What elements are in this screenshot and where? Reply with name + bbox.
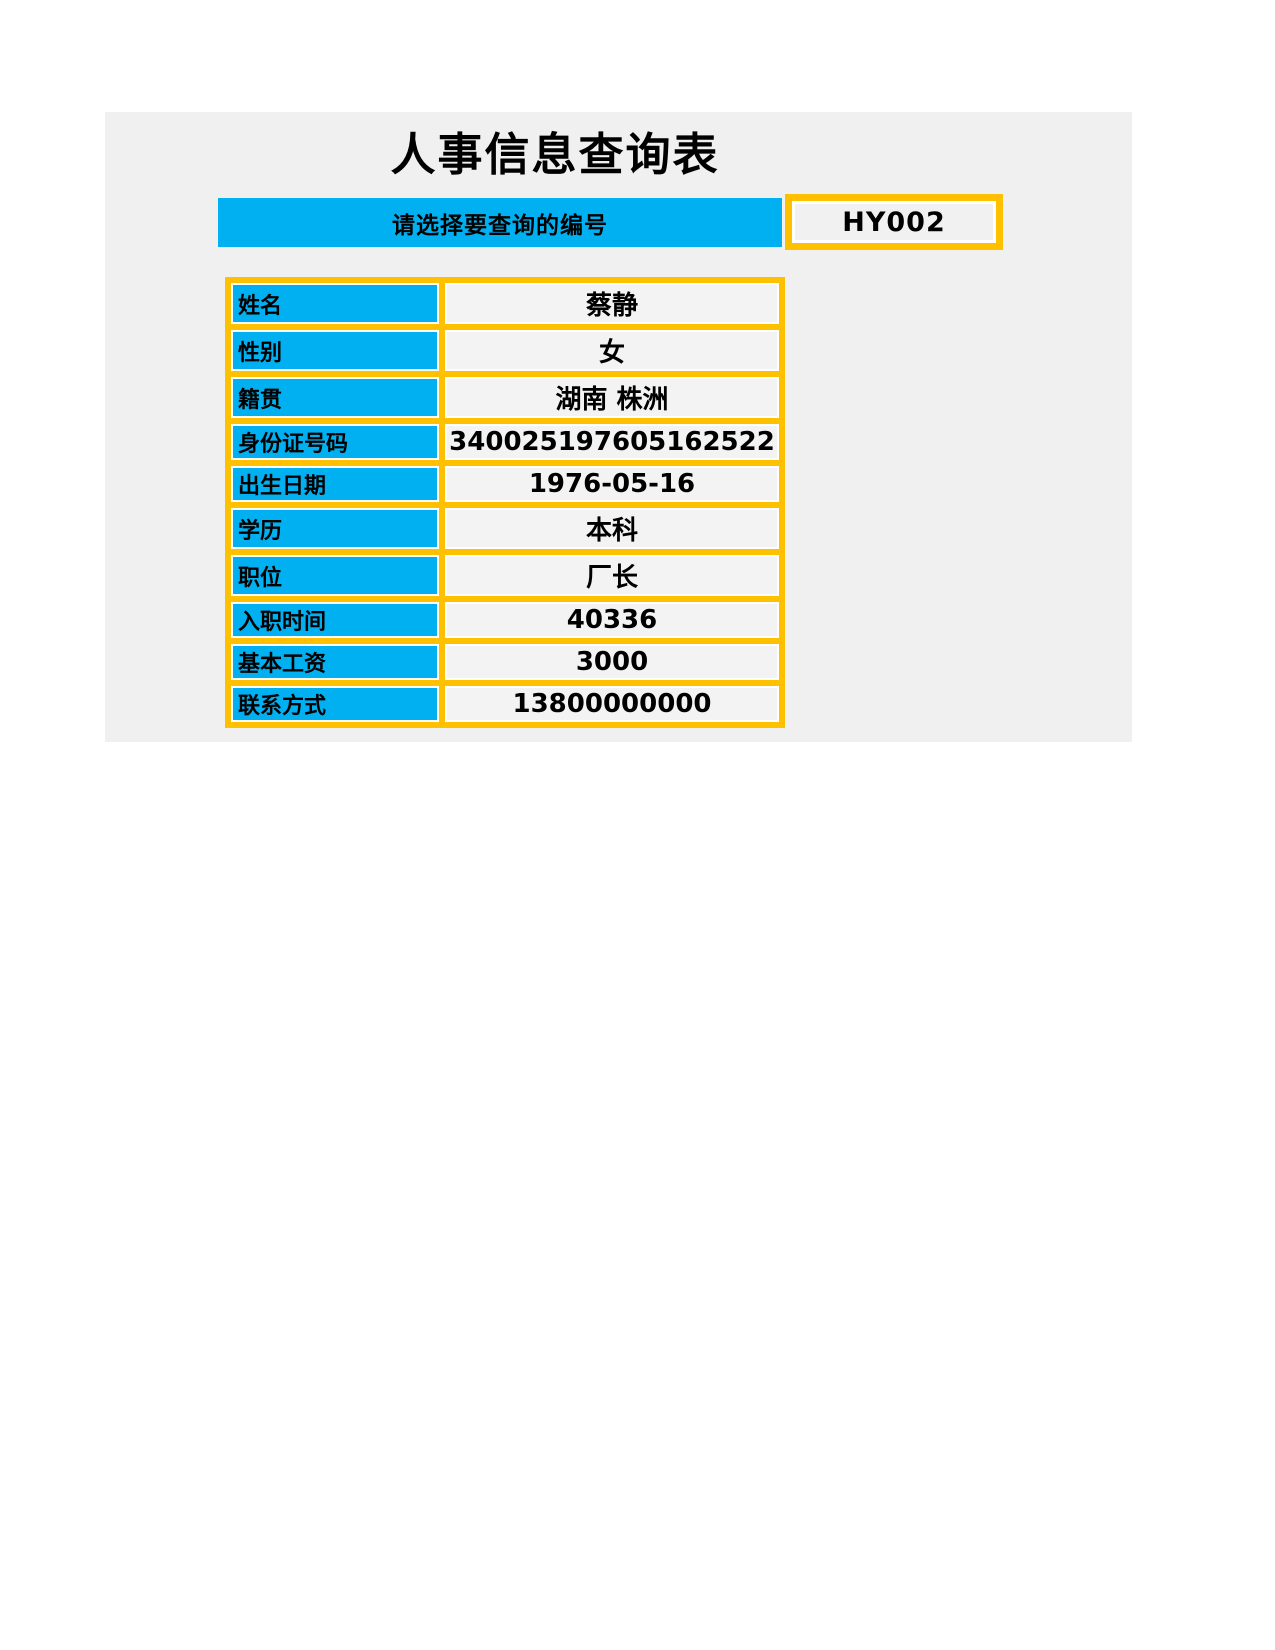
field-label-cell: 入职时间 — [231, 602, 439, 638]
field-value-cell: 340025197605162522 — [445, 424, 779, 460]
field-value-cell: 本科 — [445, 508, 779, 549]
table-row: 基本工资 3000 — [231, 644, 779, 680]
table-row: 身份证号码 340025197605162522 — [231, 424, 779, 460]
field-label-cell: 学历 — [231, 508, 439, 549]
table-row: 出生日期 1976-05-16 — [231, 466, 779, 502]
content-panel: 人事信息查询表 请选择要查询的编号 HY002 姓名 蔡静 性别 女 籍贯 湖南… — [105, 112, 1132, 742]
field-value-cell: 湖南 株洲 — [445, 377, 779, 418]
table-row: 籍贯 湖南 株洲 — [231, 377, 779, 418]
field-value-cell: 3000 — [445, 644, 779, 680]
field-value-cell: 女 — [445, 330, 779, 371]
field-label-cell: 籍贯 — [231, 377, 439, 418]
field-label-cell: 出生日期 — [231, 466, 439, 502]
field-value-cell: 厂长 — [445, 555, 779, 596]
field-value-cell: 40336 — [445, 602, 779, 638]
field-value-cell: 蔡静 — [445, 283, 779, 324]
field-label-cell: 性别 — [231, 330, 439, 371]
field-label-cell: 姓名 — [231, 283, 439, 324]
table-row: 入职时间 40336 — [231, 602, 779, 638]
field-label-cell: 身份证号码 — [231, 424, 439, 460]
table-row: 职位 厂长 — [231, 555, 779, 596]
info-table-body: 姓名 蔡静 性别 女 籍贯 湖南 株洲 身份证号码 34002519760516… — [231, 283, 779, 722]
table-row: 学历 本科 — [231, 508, 779, 549]
field-label-cell: 职位 — [231, 555, 439, 596]
employee-id-selector[interactable]: HY002 — [785, 194, 1003, 250]
table-row: 联系方式 13800000000 — [231, 686, 779, 722]
info-table: 姓名 蔡静 性别 女 籍贯 湖南 株洲 身份证号码 34002519760516… — [225, 277, 785, 728]
field-value-cell: 1976-05-16 — [445, 466, 779, 502]
page-title: 人事信息查询表 — [390, 128, 720, 181]
query-prompt-bar: 请选择要查询的编号 — [218, 198, 782, 247]
table-row: 姓名 蔡静 — [231, 283, 779, 324]
employee-id-value: HY002 — [842, 206, 946, 238]
field-label-cell: 基本工资 — [231, 644, 439, 680]
field-value-cell: 13800000000 — [445, 686, 779, 722]
field-label-cell: 联系方式 — [231, 686, 439, 722]
table-row: 性别 女 — [231, 330, 779, 371]
query-prompt-label: 请选择要查询的编号 — [392, 212, 608, 239]
